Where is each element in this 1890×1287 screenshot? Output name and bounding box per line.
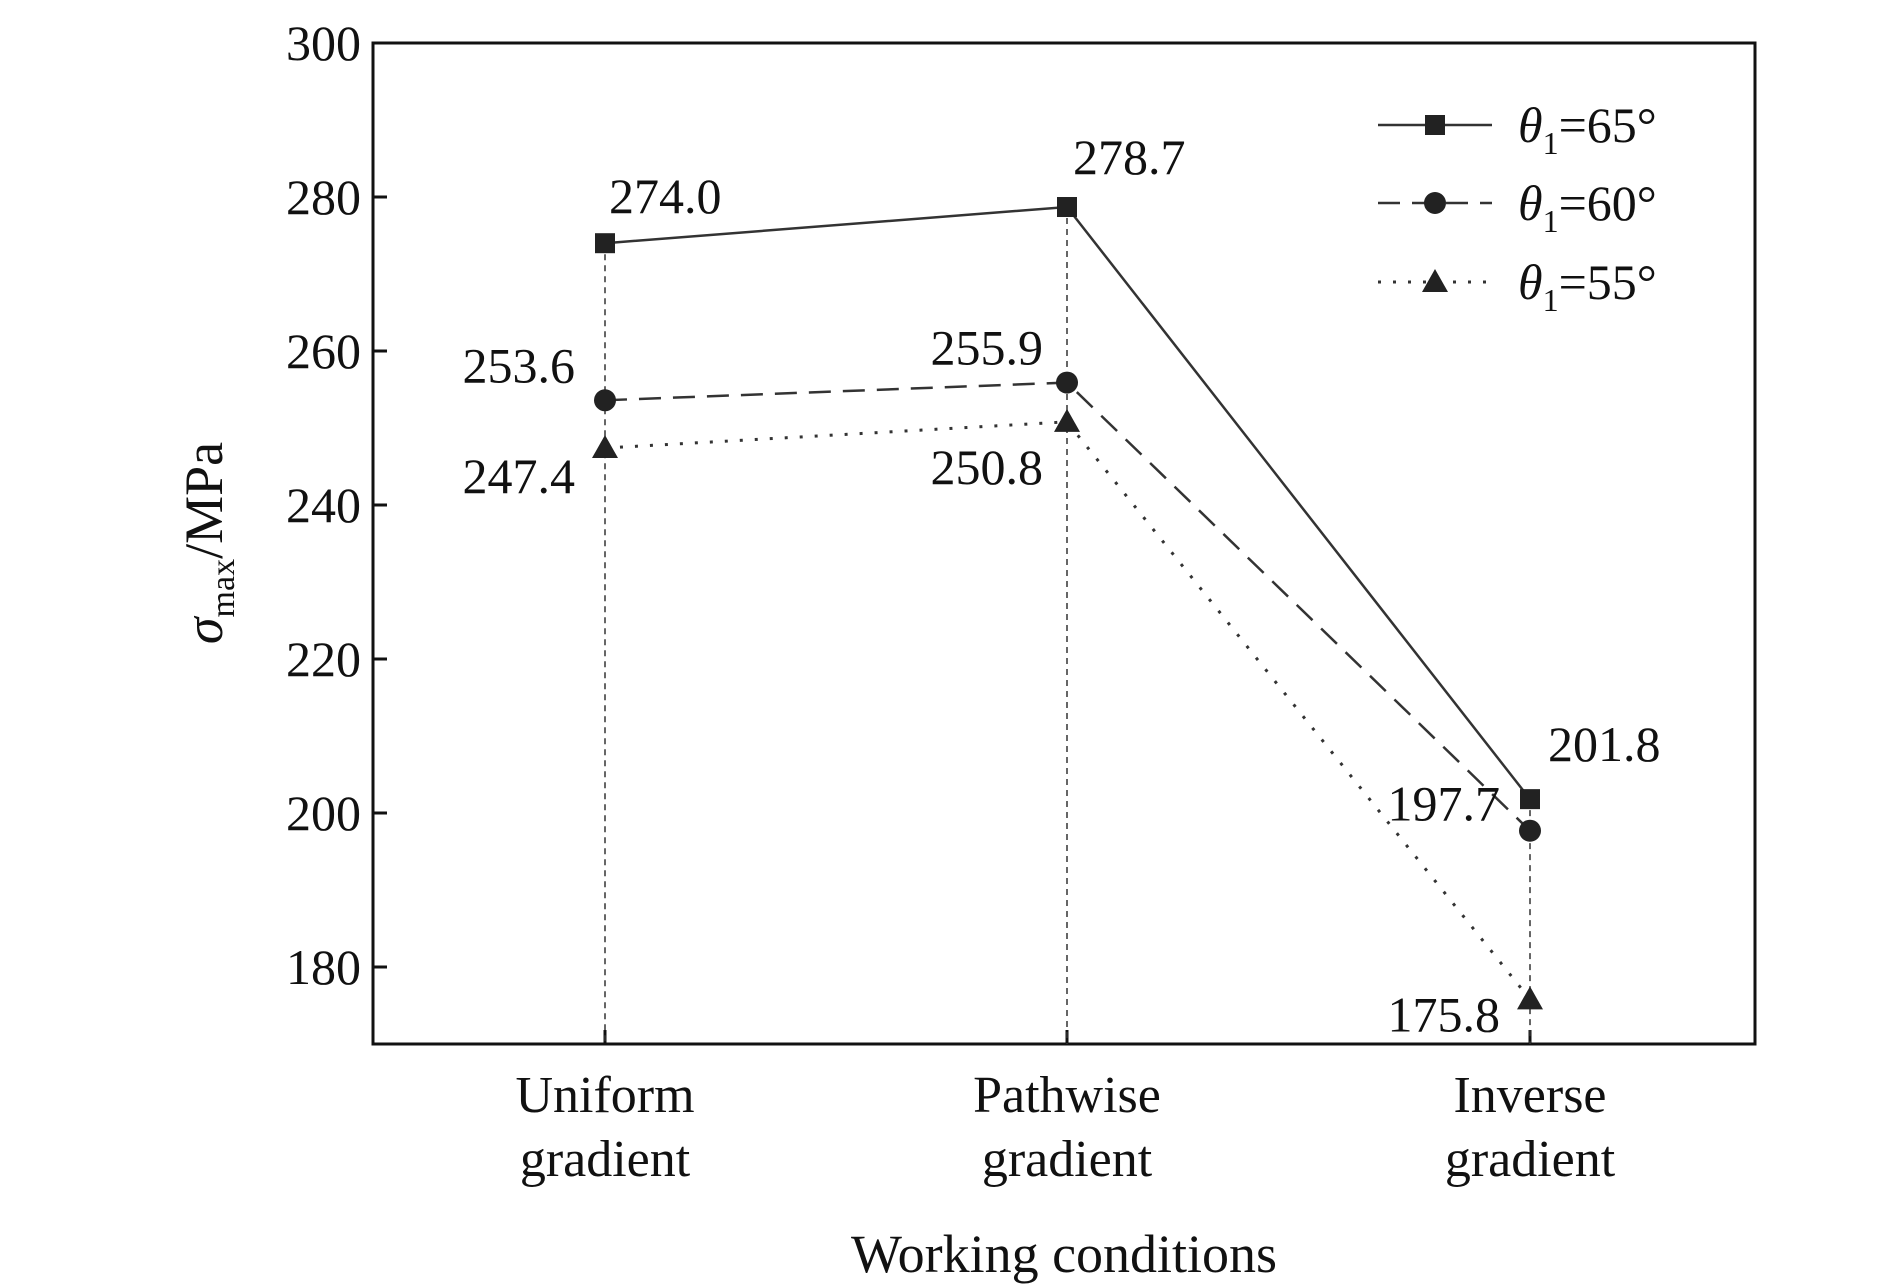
x-axis-categories: Uniform gradient Pathwise gradient Inverse gr…: [515, 1067, 1615, 1188]
x-category-label: gradient: [1445, 1131, 1616, 1188]
data-point-square: [595, 233, 615, 254]
x-axis-title: Working conditions: [851, 1224, 1277, 1284]
x-category-label: Uniform: [515, 1067, 694, 1124]
data-label: 250.8: [931, 439, 1044, 495]
data-point-triangle: [1054, 408, 1080, 432]
legend-symbol: θ: [1518, 254, 1543, 310]
x-category-label: Inverse: [1453, 1067, 1606, 1124]
y-axis-unit: /MPa: [174, 442, 234, 559]
category-guides: [604, 207, 1531, 1044]
legend-marker-triangle: [1422, 269, 1448, 292]
data-label: 274.0: [609, 168, 722, 224]
legend-label: θ1=65°: [1518, 97, 1657, 161]
x-category-label: gradient: [520, 1131, 691, 1188]
data-point-square: [1057, 197, 1077, 218]
x-category-label: Pathwise: [973, 1067, 1161, 1124]
plot-frame: [371, 41, 1757, 1046]
data-label: 278.7: [1073, 129, 1186, 185]
legend-subscript: 1: [1543, 125, 1559, 161]
legend-value: =60°: [1559, 175, 1657, 231]
data-point-triangle: [592, 435, 618, 459]
data-label: 255.9: [931, 320, 1044, 376]
y-tick-label: 180: [286, 939, 361, 995]
y-tick-label: 260: [286, 323, 361, 379]
y-tick-label: 220: [286, 631, 361, 687]
legend-subscript: 1: [1543, 282, 1559, 318]
data-label: 197.7: [1388, 776, 1501, 832]
legend-subscript: 1: [1543, 203, 1559, 239]
y-tick-label: 300: [286, 15, 361, 71]
y-axis-ticks: 180 200 220 240 260 280 300: [286, 15, 1532, 1044]
y-tick-label: 200: [286, 785, 361, 841]
legend-marker-circle: [1424, 192, 1446, 214]
y-axis-title: σmax/MPa: [174, 442, 242, 644]
legend-marker-square: [1425, 115, 1445, 135]
y-axis-symbol: σ: [174, 615, 234, 644]
data-point-triangle: [1517, 986, 1543, 1010]
x-category-label: gradient: [982, 1131, 1153, 1188]
legend-symbol: θ: [1518, 97, 1543, 153]
series-markers: [592, 197, 1543, 1010]
data-label: 201.8: [1548, 716, 1661, 772]
data-point-circle: [594, 389, 616, 412]
data-label: 247.4: [463, 448, 576, 504]
legend: θ1=65°θ1=60°θ1=55°: [1378, 97, 1657, 318]
legend-label: θ1=60°: [1518, 175, 1657, 239]
data-label: 253.6: [463, 337, 576, 393]
legend-symbol: θ: [1518, 175, 1543, 231]
legend-value: =55°: [1559, 254, 1657, 310]
legend-value: =65°: [1559, 97, 1657, 153]
data-label: 175.8: [1388, 986, 1501, 1042]
y-tick-label: 280: [286, 169, 361, 225]
legend-label: θ1=55°: [1518, 254, 1657, 318]
y-tick-label: 240: [286, 477, 361, 533]
data-labels: 274.0 278.7 201.8 253.6 255.9 197.7 247.4 250.8…: [463, 129, 1661, 1042]
data-point-circle: [1519, 819, 1541, 842]
y-axis-subscript: max: [205, 559, 242, 618]
data-point-square: [1520, 789, 1540, 810]
data-point-circle: [1056, 371, 1078, 394]
